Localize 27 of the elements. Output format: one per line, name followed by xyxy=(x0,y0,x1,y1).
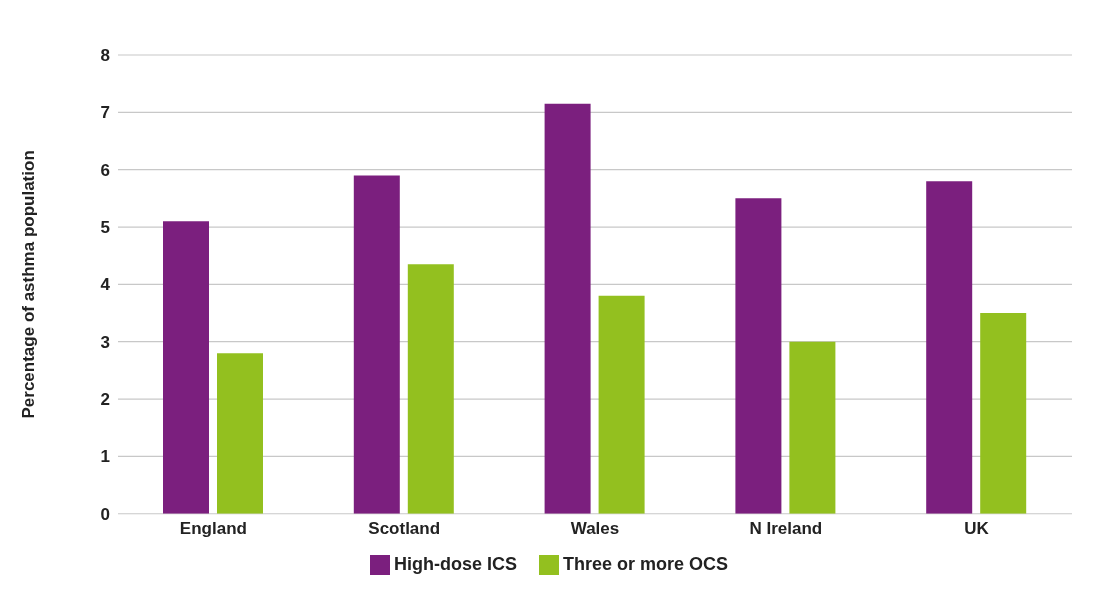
bar xyxy=(407,264,454,514)
x-tick-label: N Ireland xyxy=(749,518,823,538)
bar xyxy=(353,175,400,514)
bar xyxy=(980,313,1027,514)
y-tick-label: 6 xyxy=(100,160,110,180)
bar xyxy=(926,181,973,514)
bar xyxy=(544,103,591,514)
x-tick-label: Wales xyxy=(570,518,620,538)
y-tick-label: 3 xyxy=(100,332,110,352)
legend-label: Three or more OCS xyxy=(562,553,729,574)
y-tick-label: 2 xyxy=(100,390,110,410)
x-tick-label: England xyxy=(179,518,247,538)
x-tick-label: UK xyxy=(964,518,990,538)
bar xyxy=(598,295,645,514)
y-tick-label: 1 xyxy=(100,447,110,467)
bar xyxy=(163,221,209,514)
bar xyxy=(217,353,263,514)
y-axis-title: Percentage of asthma population xyxy=(19,150,39,419)
y-tick-label: 7 xyxy=(100,103,110,123)
y-tick-label: 0 xyxy=(100,504,110,524)
x-tick-label: Scotland xyxy=(368,518,441,538)
y-tick-label: 8 xyxy=(100,46,110,66)
bar xyxy=(735,198,782,514)
y-tick-label: 5 xyxy=(100,218,110,238)
legend-label: High-dose ICS xyxy=(393,553,517,574)
y-tick-label: 4 xyxy=(100,275,111,295)
bar xyxy=(789,341,836,514)
